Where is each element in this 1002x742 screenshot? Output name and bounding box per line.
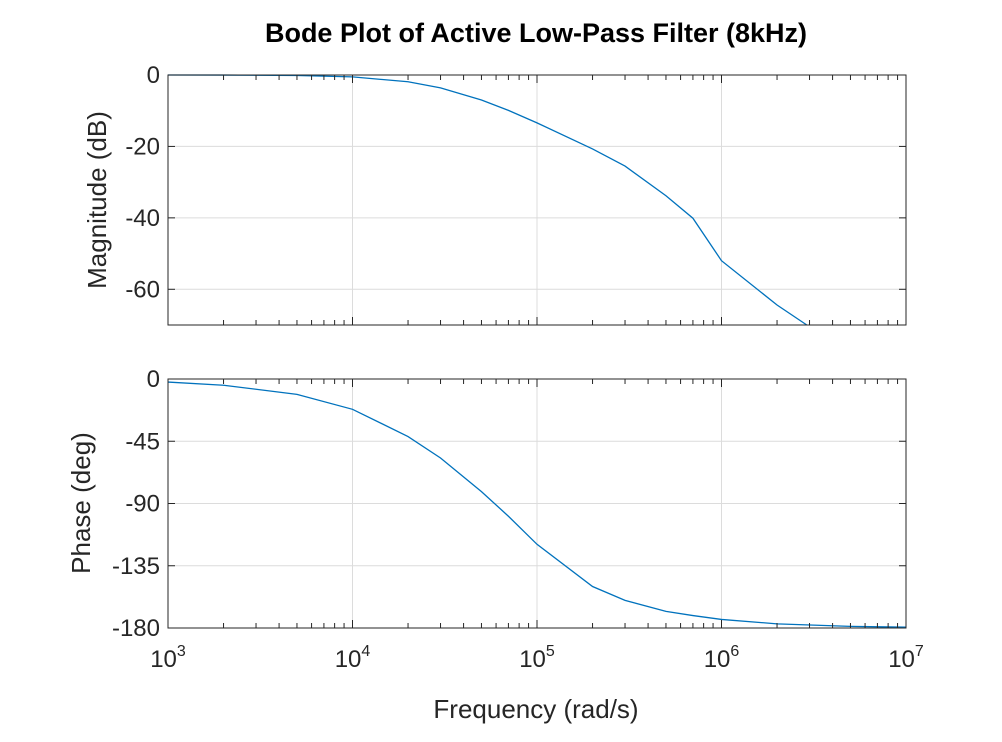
phase-y-axis-label: Phase (deg) — [66, 432, 96, 574]
x-tick-base: 10 — [704, 646, 731, 673]
x-tick-label: 104 — [335, 643, 371, 673]
chart-title: Bode Plot of Active Low-Pass Filter (8kH… — [265, 18, 807, 48]
x-tick-base: 10 — [150, 646, 177, 673]
magnitude-y-tick-label: -20 — [125, 133, 160, 160]
magnitude-y-tick-label: 0 — [147, 62, 160, 89]
x-tick-exponent: 7 — [915, 643, 924, 660]
magnitude-subplot: 0 -20 -40 -60 — [125, 62, 907, 326]
phase-y-tick-label: 0 — [147, 366, 160, 393]
x-tick-label: 105 — [519, 643, 555, 673]
x-tick-exponent: 6 — [730, 643, 739, 660]
magnitude-curve — [167, 74, 808, 326]
magnitude-y-tick-label: -40 — [125, 205, 160, 232]
x-axis-label: Frequency (rad/s) — [433, 694, 638, 724]
magnitude-y-tick-label: -60 — [125, 276, 160, 303]
phase-y-tick-label: -45 — [125, 428, 160, 455]
x-tick-base: 10 — [335, 646, 362, 673]
x-tick-label: 106 — [704, 643, 740, 673]
x-tick-label: 103 — [150, 643, 186, 673]
x-tick-exponent: 3 — [177, 643, 186, 660]
x-tick-base: 10 — [888, 646, 915, 673]
magnitude-y-axis-label: Magnitude (dB) — [82, 111, 112, 289]
phase-y-tick-label: -90 — [125, 491, 160, 518]
x-tick-base: 10 — [519, 646, 546, 673]
phase-y-tick-label: -135 — [112, 553, 160, 580]
x-tick-exponent: 4 — [361, 643, 370, 660]
phase-y-tick-label: -180 — [112, 615, 160, 642]
phase-curve — [167, 381, 907, 628]
x-tick-exponent: 5 — [546, 643, 555, 660]
x-tick-label: 107 — [888, 643, 924, 673]
